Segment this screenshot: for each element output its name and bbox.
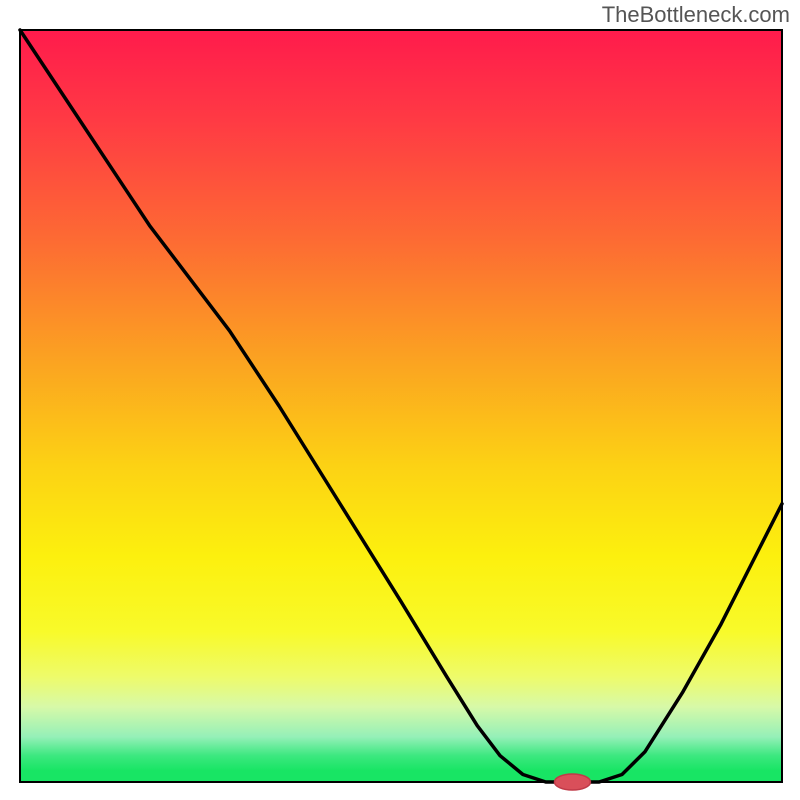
plot-background [20, 30, 782, 782]
chart-container: TheBottleneck.com [0, 0, 800, 800]
watermark-text: TheBottleneck.com [602, 2, 790, 28]
bottleneck-curve-chart [0, 0, 800, 800]
optimal-marker [554, 774, 590, 790]
